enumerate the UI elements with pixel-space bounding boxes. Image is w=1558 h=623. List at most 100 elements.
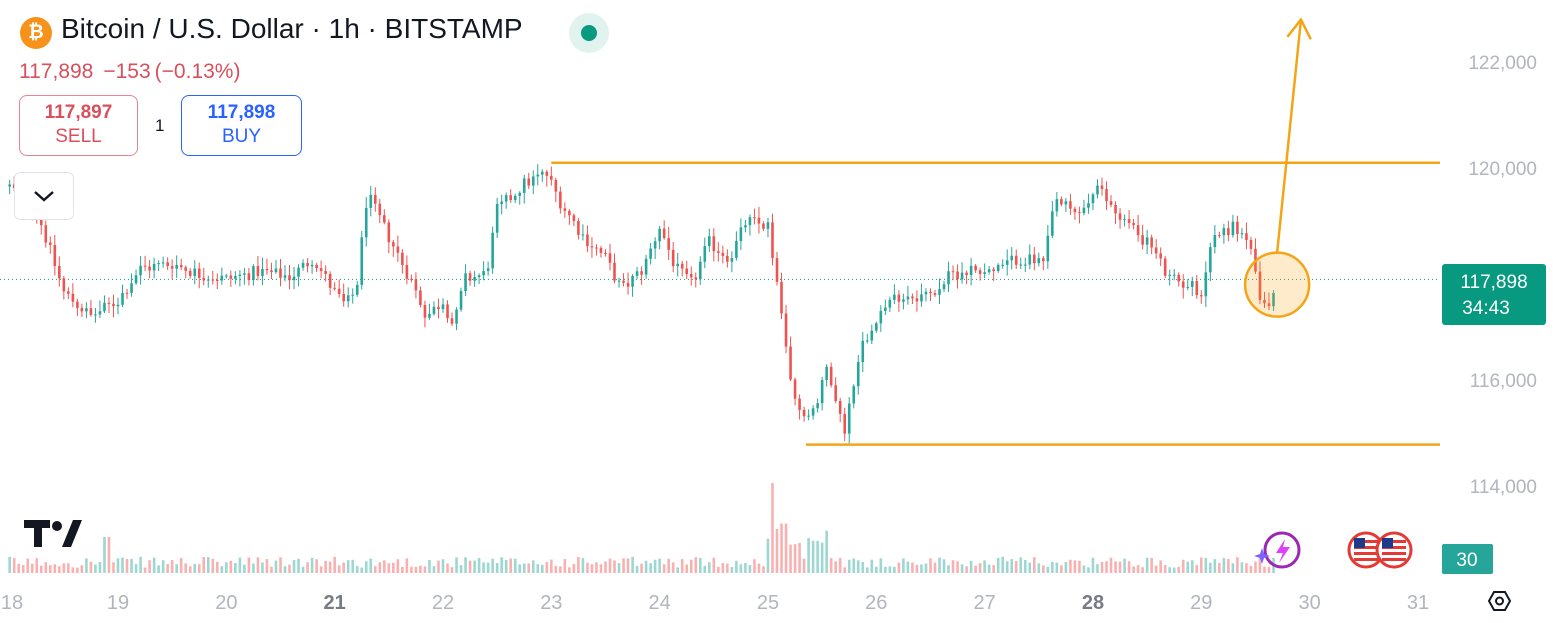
candle-body [464, 273, 467, 291]
candle-body [1150, 237, 1153, 248]
candle-body [283, 275, 287, 278]
candle-body [342, 293, 345, 302]
candle-body [396, 246, 400, 253]
volume-bar [1132, 566, 1135, 573]
drawings[interactable] [551, 17, 1440, 446]
volume-bar [1091, 557, 1095, 573]
candle-body [346, 295, 350, 302]
tradingview-logo-icon[interactable] [24, 520, 82, 547]
candle-body [166, 262, 169, 267]
volume-bar [717, 566, 720, 573]
candle-body [856, 362, 860, 387]
candle-body [306, 262, 309, 267]
candle-body [419, 290, 422, 306]
live-status-icon[interactable] [569, 13, 609, 53]
volume-bar [875, 566, 878, 573]
buy-label: BUY [221, 126, 262, 147]
candle-body [735, 241, 738, 258]
volume-bar [351, 559, 355, 573]
volume-bar [12, 558, 16, 573]
candle-body [983, 272, 986, 274]
candle-body [112, 303, 115, 307]
candle-body [667, 238, 670, 250]
candle-body [1231, 221, 1235, 236]
lightning-sparkle-icon[interactable] [1254, 531, 1301, 569]
candle-body [1010, 255, 1014, 261]
volume-bar [1195, 565, 1199, 573]
buy-button[interactable]: 117,898 BUY [181, 95, 302, 156]
volume-bar [197, 564, 201, 573]
volume-bar [17, 563, 20, 573]
candle-body [1023, 264, 1027, 266]
current-price-tag: 117,898 34:43 [1442, 264, 1546, 325]
candle-body [694, 277, 698, 280]
volume-bar [1114, 561, 1117, 573]
volume-bar [1051, 561, 1054, 573]
volume-bar [522, 563, 526, 573]
volume-bar [1159, 560, 1162, 573]
us-flag-event-icon[interactable] [1347, 531, 1385, 569]
us-flag-event-icon[interactable] [1375, 531, 1413, 569]
volume-bar [1060, 565, 1063, 573]
volume-bar [495, 562, 499, 573]
candle-body [107, 302, 111, 304]
settings-hexagon-icon[interactable] [1487, 591, 1512, 611]
volume-bar [80, 565, 84, 573]
volume-bar [139, 556, 142, 573]
candle-body [1200, 295, 1203, 297]
volume-bar [694, 557, 698, 573]
volume-bar [1078, 560, 1081, 573]
volume-bar [265, 559, 269, 573]
candle-body [631, 275, 634, 287]
volume-bar [509, 558, 512, 573]
volume-bar [513, 558, 517, 573]
candle-body [229, 275, 233, 279]
candle-body [924, 291, 928, 295]
candle-body [1227, 228, 1230, 236]
candle-body [653, 241, 657, 249]
candle-body [1087, 203, 1090, 208]
collapse-button[interactable] [14, 172, 74, 220]
volume-bar [730, 567, 734, 573]
volume-bar [960, 564, 964, 573]
candle-body [748, 217, 752, 226]
candle-body [337, 288, 341, 294]
volume-bar [220, 566, 224, 573]
sell-button[interactable]: 117,897 SELL [19, 95, 138, 156]
volume-bar [1136, 565, 1140, 573]
spread-value: 1 [155, 116, 165, 135]
candle-body [369, 194, 373, 208]
candle-body [1123, 219, 1126, 221]
candle-body [1195, 281, 1199, 296]
candle-body [933, 293, 937, 295]
candle-body [518, 192, 522, 196]
candle-body [1263, 299, 1266, 304]
candle-body [1069, 201, 1072, 209]
candle-body [252, 266, 255, 281]
volume-bar [179, 558, 183, 573]
volume-bar [1032, 557, 1036, 573]
candle-body [1118, 213, 1122, 220]
volume-bar [355, 565, 359, 573]
sell-label: SELL [55, 126, 102, 147]
candle-body [130, 283, 133, 293]
volume-bar [829, 558, 833, 573]
volume-bar [631, 556, 634, 573]
volume-bar [1177, 566, 1181, 573]
volume-bar [270, 566, 273, 573]
volume-bar [401, 566, 404, 573]
candle-body [441, 304, 445, 310]
symbol-title[interactable]: Bitcoin / U.S. Dollar · 1h · BITSTAMP [61, 13, 523, 44]
volume-bar [825, 530, 828, 573]
candle-body [414, 279, 418, 291]
candle-body [671, 249, 675, 267]
axes: 122,000 120,000 116,000 114,000 18 19 20 21 22 23… [1, 53, 1537, 614]
candle-body [1060, 199, 1063, 205]
volume-bar [635, 565, 639, 573]
volume-bar [649, 563, 652, 573]
candle-body [522, 178, 526, 193]
volume-bar [577, 557, 580, 573]
volume-bar [1186, 561, 1190, 573]
volume-bar [884, 566, 887, 573]
